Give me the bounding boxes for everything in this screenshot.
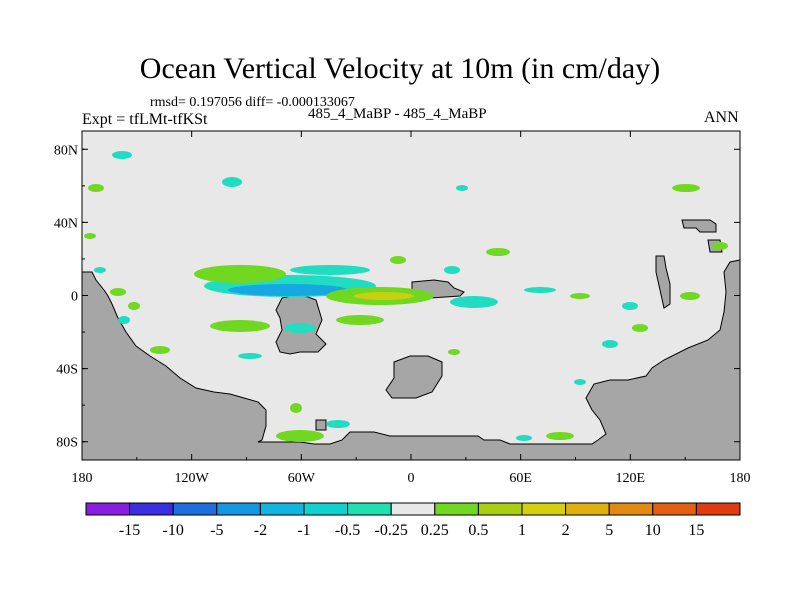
colorbar-swatch-6 xyxy=(347,502,392,516)
colorbar-label-10: 2 xyxy=(562,522,570,539)
x-tick-label-0: 180 xyxy=(72,471,93,486)
colorbar-swatch-11 xyxy=(565,502,610,516)
patch-cyan-s2 xyxy=(516,435,532,441)
patch-equatorial-cyan-east xyxy=(450,296,498,308)
patch-green-e3 xyxy=(632,324,648,332)
colorbar-swatch-12 xyxy=(608,502,654,516)
patch-cyan-e1 xyxy=(622,302,638,310)
land-south-central-island xyxy=(385,355,443,399)
colorbar-swatch-2 xyxy=(172,502,218,516)
patch-green-sw xyxy=(150,346,170,354)
season-label: ANN xyxy=(704,109,739,126)
patch-cyan-north-arc xyxy=(290,265,370,275)
colorbar-swatch-8 xyxy=(434,502,479,516)
patch-cyan-s3 xyxy=(574,379,586,385)
colorbar-label-9: 1 xyxy=(518,522,526,539)
patch-green-south-2 xyxy=(336,315,384,325)
colorbar-swatch-9 xyxy=(477,502,523,516)
y-tick-label-0: 80N xyxy=(54,143,78,158)
land-northeast-island xyxy=(681,219,717,233)
patch-cyan-e2 xyxy=(524,287,556,293)
x-tick-label-4: 60E xyxy=(509,471,532,486)
colorbar-swatch-10 xyxy=(521,502,567,516)
colorbar-label-3: -2 xyxy=(254,522,267,539)
patch-cyan-sw xyxy=(118,316,130,324)
contour-fill-patches xyxy=(84,151,728,442)
patch-cyan-south-1 xyxy=(284,323,316,333)
patch-cyan-ne1 xyxy=(456,185,468,191)
patch-green-s3 xyxy=(546,432,574,440)
patch-cyan-s1 xyxy=(326,420,350,428)
patch-cyan-n2 xyxy=(222,177,242,187)
x-tick-label-5: 120E xyxy=(616,471,646,486)
y-tick-label-4: 80S xyxy=(56,436,78,451)
colorbar-label-2: -5 xyxy=(210,522,223,539)
patch-green-w1 xyxy=(110,288,126,296)
colorbar-label-7: 0.25 xyxy=(421,522,449,539)
land-mask xyxy=(81,219,741,461)
colorbar-swatch-14 xyxy=(695,502,741,516)
colorbar-swatch-0 xyxy=(85,502,131,516)
colorbar-swatch-5 xyxy=(303,502,349,516)
x-tick-label-3: 0 xyxy=(408,471,415,486)
land-small-island-south xyxy=(315,419,327,431)
colorbar-label-5: -0.5 xyxy=(335,522,360,539)
colorbar-label-6: -0.25 xyxy=(375,522,408,539)
colorbar-label-11: 5 xyxy=(605,522,613,539)
patch-green-w2 xyxy=(128,302,140,310)
y-axis-ticks: 80N 40N 0 40S 80S xyxy=(54,143,740,451)
colorbar-label-8: 0.5 xyxy=(468,522,488,539)
colorbar-label-13: 15 xyxy=(688,522,704,539)
colorbar-label-12: 10 xyxy=(645,522,661,539)
colorbar-swatch-13 xyxy=(652,502,697,516)
x-tick-label-6: 180 xyxy=(730,471,751,486)
patch-green-e1 xyxy=(680,292,700,300)
patch-green-mid1 xyxy=(486,248,510,256)
colorbar-swatch-3 xyxy=(216,502,261,516)
patch-equatorial-blue xyxy=(228,284,348,296)
patch-green-ne2 xyxy=(712,242,728,250)
patch-green-s2 xyxy=(290,403,302,413)
patch-cyan-mid2 xyxy=(94,267,106,273)
stats-line: rmsd= 0.197056 diff= -0.000133067 xyxy=(150,95,355,110)
patch-green-south-1 xyxy=(210,320,270,332)
colorbar-swatch-1 xyxy=(129,502,174,516)
y-tick-label-3: 40S xyxy=(56,363,78,378)
colorbar-label-0: -15 xyxy=(119,522,140,539)
experiment-label: Expt = tfLMt-tfKSt xyxy=(82,111,208,128)
patch-green-sc2 xyxy=(448,349,460,355)
patch-green-e2 xyxy=(570,293,590,299)
colorbar-label-1: -10 xyxy=(163,522,184,539)
map-plot-area: 180 120W 60W 0 60E 120E 180 80N 40N 0 40S 80S xyxy=(54,130,751,486)
patch-equatorial-green-west xyxy=(194,265,286,283)
land-south-america xyxy=(81,259,741,461)
patch-cyan-n1 xyxy=(112,151,132,159)
patch-cyan-e3 xyxy=(602,340,618,348)
colorbar-swatch-4 xyxy=(259,502,305,516)
chart-title: Ocean Vertical Velocity at 10m (in cm/da… xyxy=(139,52,661,85)
y-tick-label-1: 40N xyxy=(54,216,78,231)
x-tick-label-1: 120W xyxy=(175,471,210,486)
colorbar-swatch-7 xyxy=(390,502,436,516)
patch-cyan-sc1 xyxy=(238,353,262,359)
chart-subtitle: 485_4_MaBP - 485_4_MaBP xyxy=(308,106,487,122)
y-tick-label-2: 0 xyxy=(71,290,78,305)
patch-green-mid2 xyxy=(390,256,406,264)
patch-equatorial-yellow xyxy=(354,292,414,300)
colorbar-label-4: -1 xyxy=(297,522,310,539)
land-east-peninsula xyxy=(655,255,671,309)
x-axis-ticks: 180 120W 60W 0 60E 120E 180 xyxy=(72,131,751,486)
patch-green-s1 xyxy=(276,430,324,442)
patch-green-nw xyxy=(88,184,104,192)
x-tick-label-2: 60W xyxy=(288,471,316,486)
patch-cyan-mid1 xyxy=(444,266,460,274)
colorbar: -15 -10 -5 -2 -1 -0.5 -0.25 0.25 0.5 1 2 5 10 15 xyxy=(85,502,741,539)
patch-green-mid3 xyxy=(84,233,96,239)
patch-green-ne1 xyxy=(672,184,700,192)
